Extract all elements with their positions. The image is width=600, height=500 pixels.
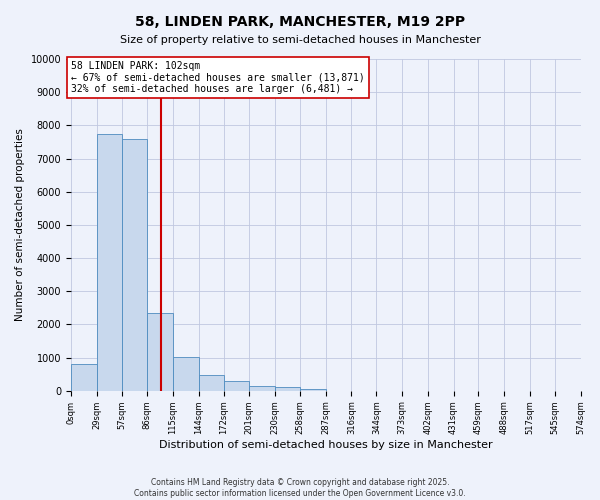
Bar — [173, 357, 199, 390]
Bar — [122, 138, 147, 390]
Text: 58 LINDEN PARK: 102sqm
← 67% of semi-detached houses are smaller (13,871)
32% of: 58 LINDEN PARK: 102sqm ← 67% of semi-det… — [71, 60, 365, 94]
Text: Size of property relative to semi-detached houses in Manchester: Size of property relative to semi-detach… — [119, 35, 481, 45]
Y-axis label: Number of semi-detached properties: Number of semi-detached properties — [15, 128, 25, 322]
Bar — [71, 364, 97, 390]
Text: 58, LINDEN PARK, MANCHESTER, M19 2PP: 58, LINDEN PARK, MANCHESTER, M19 2PP — [135, 15, 465, 29]
Bar — [224, 381, 250, 390]
Bar — [300, 389, 326, 390]
Text: Contains HM Land Registry data © Crown copyright and database right 2025.
Contai: Contains HM Land Registry data © Crown c… — [134, 478, 466, 498]
Bar — [275, 388, 300, 390]
Bar — [147, 313, 173, 390]
Bar — [199, 376, 224, 390]
X-axis label: Distribution of semi-detached houses by size in Manchester: Distribution of semi-detached houses by … — [159, 440, 493, 450]
Bar — [250, 386, 275, 390]
Bar — [97, 134, 122, 390]
